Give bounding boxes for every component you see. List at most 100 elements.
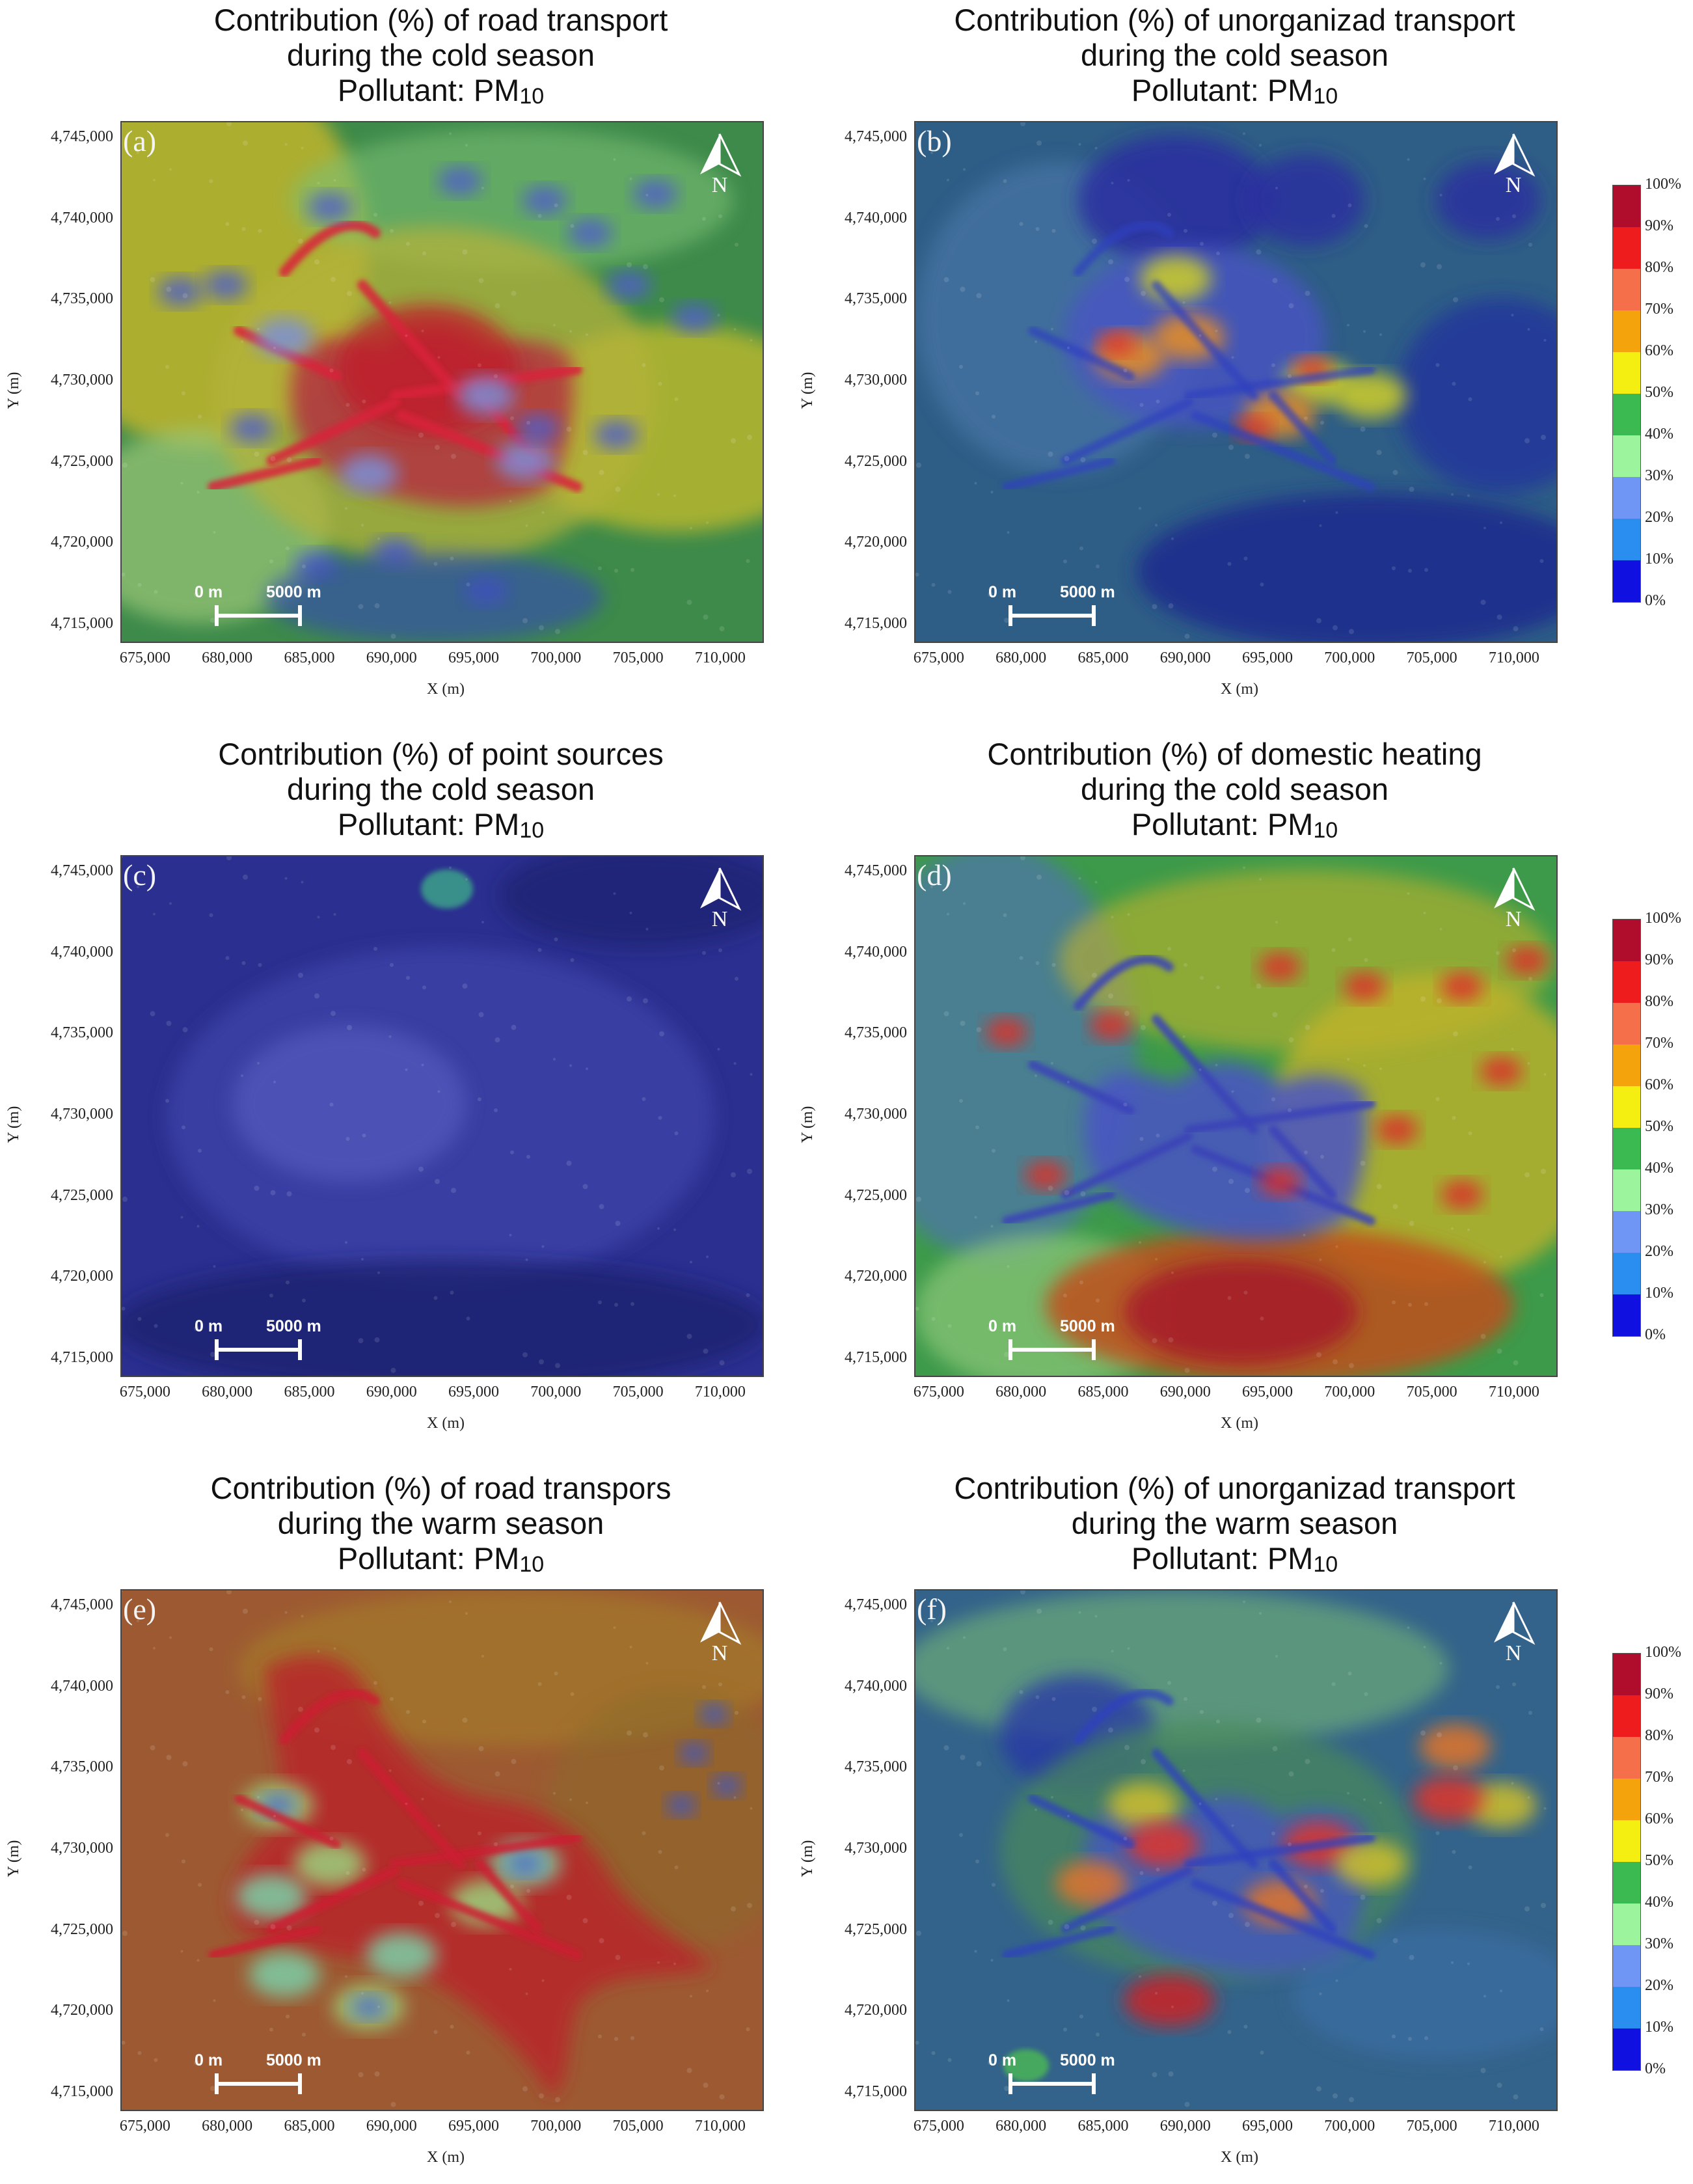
legend-tick-label: 0% [1645, 1326, 1666, 1343]
contribution-field [122, 1590, 763, 2110]
x-tick-label: 710,000 [694, 649, 746, 666]
legend-swatch [1613, 961, 1640, 1003]
scale-bar: 0 m 5000 m [195, 583, 325, 629]
y-axis-label-text: Y (m) [5, 372, 22, 409]
map-title-line: Pollutant: PM10 [120, 73, 761, 114]
north-arrow-icon: N [694, 133, 746, 198]
y-tick-label: 4,725,000 [51, 1920, 113, 1938]
legend-tick-label: 10% [1645, 551, 1673, 567]
map-title-line: during the cold season [120, 772, 761, 807]
contribution-map: (e) N 0 m 5000 m [120, 1589, 764, 2111]
legend-swatch [1613, 435, 1640, 477]
x-tick-label: 710,000 [1488, 649, 1539, 666]
map-title-text: Contribution (%) of road transport [213, 3, 668, 37]
contribution-field [122, 122, 763, 642]
y-tick-label: 4,725,000 [845, 1920, 907, 1938]
contribution-field [915, 1590, 1556, 2110]
legend-swatch [1613, 1654, 1640, 1695]
scale-start-label: 0 m [195, 2051, 223, 2069]
x-axis-label: X (m) [427, 1415, 465, 1432]
x-tick-label: 710,000 [694, 1384, 746, 1400]
y-tick-label: 4,730,000 [845, 1106, 907, 1123]
x-tick-label: 695,000 [1242, 649, 1293, 666]
y-tick-label: 4,735,000 [845, 1758, 907, 1776]
x-tick-label: 710,000 [694, 2118, 746, 2135]
panel-label: (d) [917, 858, 952, 892]
legend-swatch [1613, 352, 1640, 394]
map-title-line: Contribution (%) of unorganizad transpor… [914, 1471, 1555, 1506]
y-tick-label: 4,720,000 [51, 534, 113, 551]
legend-swatch [1613, 1128, 1640, 1169]
contribution-field [915, 122, 1556, 642]
map-title-text: during the cold season [287, 38, 595, 72]
north-arrow-icon: N [694, 867, 746, 932]
map-title-text: Pollutant: PM [337, 73, 520, 107]
y-axis-label: Y (m) [0, 1099, 26, 1151]
y-tick-label: 4,740,000 [845, 1677, 907, 1695]
north-arrow-icon: N [1487, 867, 1539, 932]
y-axis-label-text: Y (m) [799, 1840, 816, 1877]
map-title: Contribution (%) of unorganizad transpor… [914, 1471, 1555, 1582]
x-axis-label: X (m) [1221, 681, 1258, 698]
legend-tick-label: 80% [1645, 1727, 1673, 1744]
map-title-text: Pollutant: PM [337, 1541, 520, 1576]
y-tick-label: 4,725,000 [845, 1186, 907, 1204]
legend-tick-label: 30% [1645, 467, 1673, 484]
y-tick-label: 4,715,000 [51, 615, 113, 633]
north-letter: N [1505, 907, 1522, 931]
x-tick-label: 695,000 [1242, 1384, 1293, 1400]
map-title-text: during the cold season [1081, 38, 1388, 72]
map-title: Contribution (%) of domestic heating duri… [914, 737, 1555, 848]
scale-start-label: 0 m [195, 583, 223, 601]
legend-swatch [1613, 1779, 1640, 1820]
legend-swatch [1613, 519, 1640, 560]
x-tick-label: 675,000 [913, 1384, 964, 1400]
map-title-line: during the warm season [914, 1506, 1555, 1541]
contribution-map: (d) N 0 m 5000 m [914, 855, 1558, 1377]
legend-tick-label: 30% [1645, 1935, 1673, 1952]
y-tick-label: 4,740,000 [51, 209, 113, 226]
legend-swatch [1613, 1253, 1640, 1294]
map-title-line: during the cold season [914, 772, 1555, 807]
map-title: Contribution (%) of road transpors during… [120, 1471, 761, 1582]
x-tick-label: 675,000 [913, 2118, 964, 2135]
x-tick-label: 685,000 [1077, 1384, 1129, 1400]
legend-tick-label: 100% [1645, 1644, 1681, 1661]
legend-tick-label: 100% [1645, 176, 1681, 193]
y-tick-label: 4,740,000 [845, 943, 907, 961]
north-arrow-icon: N [1487, 133, 1539, 198]
x-tick-label: 680,000 [202, 2118, 253, 2135]
map-title-text: Pollutant: PM [1131, 1541, 1314, 1576]
map-title-line: Pollutant: PM10 [914, 807, 1555, 848]
scale-bar: 0 m 5000 m [195, 1317, 325, 1363]
y-tick-label: 4,715,000 [845, 1349, 907, 1367]
x-tick-label: 685,000 [284, 2118, 335, 2135]
legend-tick-label: 30% [1645, 1201, 1673, 1218]
map-title-line: Pollutant: PM10 [120, 1541, 761, 1582]
x-tick-label: 705,000 [1406, 2118, 1457, 2135]
legend-swatch [1613, 1169, 1640, 1211]
map-title-text: during the cold season [287, 772, 595, 806]
legend-swatch [1613, 560, 1640, 602]
map-title-line: during the warm season [120, 1506, 761, 1541]
legend-tick-label: 20% [1645, 1243, 1673, 1260]
x-tick-label: 680,000 [995, 2118, 1047, 2135]
legend-tick-label: 10% [1645, 1285, 1673, 1302]
y-tick-label: 4,735,000 [51, 290, 113, 308]
map-title-text: Pollutant: PM [337, 807, 520, 841]
legend-tick-label: 0% [1645, 2060, 1666, 2077]
x-tick-label: 710,000 [1488, 2118, 1539, 2135]
scale-start-label: 0 m [988, 2051, 1017, 2069]
y-tick-label: 4,720,000 [845, 2002, 907, 2019]
y-tick-label: 4,745,000 [51, 862, 113, 879]
legend-tick-label: 40% [1645, 426, 1673, 443]
y-tick-label: 4,735,000 [51, 1024, 113, 1042]
legend-swatch [1613, 1945, 1640, 1987]
legend-tick-label: 90% [1645, 217, 1673, 234]
pollutant-subscript: 10 [519, 1552, 545, 1577]
legend-swatch [1613, 1003, 1640, 1044]
pollutant-subscript: 10 [519, 818, 545, 843]
y-tick-label: 4,730,000 [51, 1106, 113, 1123]
legend-tick-label: 50% [1645, 1118, 1673, 1135]
legend-tick-label: 0% [1645, 592, 1666, 609]
